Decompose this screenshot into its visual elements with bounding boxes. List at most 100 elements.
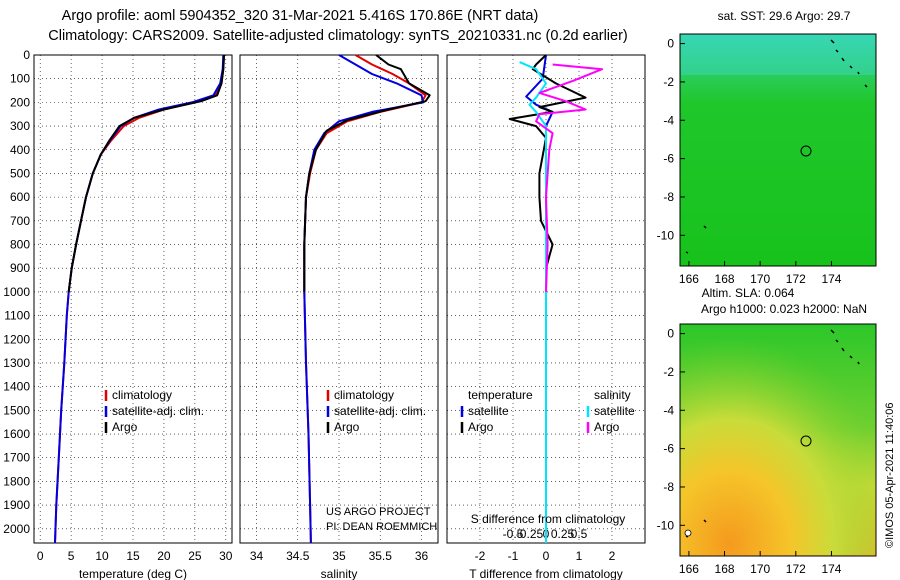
temperature-legend: climatology satellite-adj. clim. Argo — [104, 388, 204, 434]
x2-tick-label: -0.25 — [516, 527, 544, 541]
coastline-island — [685, 39, 868, 254]
x-tick-label: 10 — [95, 549, 109, 563]
x-tick-label: 20 — [157, 549, 171, 563]
legend-label-t-argo: Argo — [468, 420, 494, 434]
map-y-tick-label: -8 — [663, 480, 674, 494]
y-tick-label: 2000 — [3, 522, 30, 536]
legend-title-temperature: temperature — [468, 388, 533, 402]
coastline-island — [685, 329, 860, 538]
y-tick-label: 1200 — [3, 332, 30, 346]
sst-map-field — [679, 33, 877, 267]
map-x-tick-label: 172 — [786, 562, 806, 576]
sla-map-axes: 166 168 170 172 174 0 -2 -4 -6 -8 -10 — [657, 327, 842, 576]
salinity-difference-axis-label: S difference from climatology — [471, 512, 626, 526]
sla-map: Altim. SLA: 0.064 Argo h1000: 0.023 h200… — [657, 286, 877, 576]
y-tick-label: 1900 — [3, 498, 30, 512]
series-line-satellite-adj-clim- — [303, 54, 425, 544]
y-tick-label: 300 — [10, 119, 30, 133]
x-tick-label: 35 — [332, 549, 346, 563]
x-tick-label: 34 — [250, 549, 264, 563]
x2-tick-label: -0.5 — [503, 527, 524, 541]
series-line-argo — [67, 54, 225, 293]
map-y-tick-label: -4 — [663, 113, 674, 127]
x-tick-label: 34.5 — [286, 549, 310, 563]
argo-position-marker — [800, 145, 812, 157]
x-tick-label: 25 — [188, 549, 202, 563]
x-axis-label: salinity — [321, 567, 358, 580]
x-tick-label: 36 — [415, 549, 429, 563]
y-tick-label: 100 — [10, 72, 30, 86]
series-line-climatology — [303, 54, 427, 544]
project-annotation-line1: US ARGO PROJECT — [326, 506, 431, 518]
salinity-profile-panel: 34 34.5 35 35.5 36 salinity — [239, 54, 439, 580]
map-y-tick-label: -10 — [657, 228, 675, 242]
map-x-tick-label: 170 — [750, 562, 770, 576]
imos-credit: ©IMOS 05-Apr-2021 11:40:06 — [884, 403, 896, 548]
map-x-tick-label: 172 — [786, 272, 806, 286]
plot-frame — [33, 54, 233, 544]
salinity-legend: climatology satellite-adj. clim. Argo US… — [326, 388, 437, 533]
map-y-tick-label: -4 — [663, 403, 674, 417]
map-x-tick-label: 168 — [715, 272, 735, 286]
map-y-tick-label: 0 — [667, 327, 674, 341]
x-tick-label: 5 — [68, 549, 75, 563]
map-x-tick-label: 174 — [821, 272, 841, 286]
y-tick-label: 800 — [10, 238, 30, 252]
map-x-tick-label: 166 — [679, 562, 699, 576]
map-y-tick-label: -6 — [663, 442, 674, 456]
x-axis-label: T difference from climatology — [469, 567, 623, 580]
x-tick-label: -1 — [508, 549, 519, 563]
legend-title-salinity: salinity — [594, 388, 631, 402]
x-tick-label: 0 — [37, 549, 44, 563]
y-tick-label: 0 — [23, 48, 30, 62]
series-line-climatology — [54, 54, 225, 544]
y-tick-label: 900 — [10, 261, 30, 275]
y-tick-label: 1600 — [3, 427, 30, 441]
map-x-tick-label: 170 — [750, 272, 770, 286]
x-axis-label: temperature (deg C) — [79, 567, 187, 580]
y-tick-label: 1100 — [4, 309, 30, 323]
y-tick-label: 600 — [10, 190, 30, 204]
sla-map-title-line1: Altim. SLA: 0.064 — [702, 286, 795, 300]
temperature-profile-panel: 0 5 10 15 20 25 30 temperature (deg C) 0 100 200 30… — [3, 48, 233, 580]
y-tick-label: 400 — [10, 143, 30, 157]
map-y-tick-label: -8 — [663, 190, 674, 204]
legend-label-climatology: climatology — [112, 388, 172, 402]
y-tick-label: 1700 — [3, 451, 30, 465]
sla-map-title-line2: Argo h1000: 0.023 h2000: NaN — [701, 302, 867, 316]
x-tick-label: -2 — [475, 549, 486, 563]
legend-label-argo: Argo — [112, 420, 138, 434]
legend-label-satellite: satellite-adj. clim. — [112, 404, 204, 418]
series-line-argo — [303, 54, 431, 292]
x-tick-label: 30 — [219, 549, 233, 563]
y-tick-label: 1400 — [3, 380, 30, 394]
difference-legend: temperature salinity satellite Argo sate… — [460, 388, 635, 526]
project-annotation-line2: PI: DEAN ROEMMICH — [326, 521, 437, 533]
legend-label-climatology: climatology — [334, 388, 394, 402]
argo-position-marker — [800, 435, 812, 447]
sst-map: sat. SST: 29.6 Argo: 29.7 166 168 170 172 17… — [657, 9, 877, 286]
y-tick-label: 1500 — [3, 403, 30, 417]
x-tick-label: 2 — [609, 549, 616, 563]
legend-label-satellite: satellite-adj. clim. — [334, 404, 426, 418]
series-line-salinity-argo — [535, 63, 604, 292]
coastline-island — [684, 529, 692, 537]
sst-map-title: sat. SST: 29.6 Argo: 29.7 — [718, 9, 851, 23]
series-line-salinity-satellite — [519, 61, 547, 543]
map-y-tick-label: -2 — [663, 75, 674, 89]
figure-title-line1: Argo profile: aoml 5904352_320 31-Mar-20… — [62, 8, 539, 24]
x2-tick-label: 0.5 — [571, 527, 588, 541]
map-y-tick-label: -10 — [657, 518, 675, 532]
y-tick-label: 1800 — [3, 474, 30, 488]
legend-label-s-argo: Argo — [594, 420, 620, 434]
legend-label-argo: Argo — [334, 420, 360, 434]
sst-map-cool-patch — [681, 35, 875, 75]
map-y-tick-label: -2 — [663, 365, 674, 379]
series-line-satellite-adj-clim- — [54, 54, 225, 544]
x-tick-label: 15 — [126, 549, 140, 563]
map-x-tick-label: 168 — [715, 562, 735, 576]
x-tick-label: 1 — [576, 549, 583, 563]
map-x-tick-label: 174 — [821, 562, 841, 576]
map-x-tick-label: 166 — [679, 272, 699, 286]
